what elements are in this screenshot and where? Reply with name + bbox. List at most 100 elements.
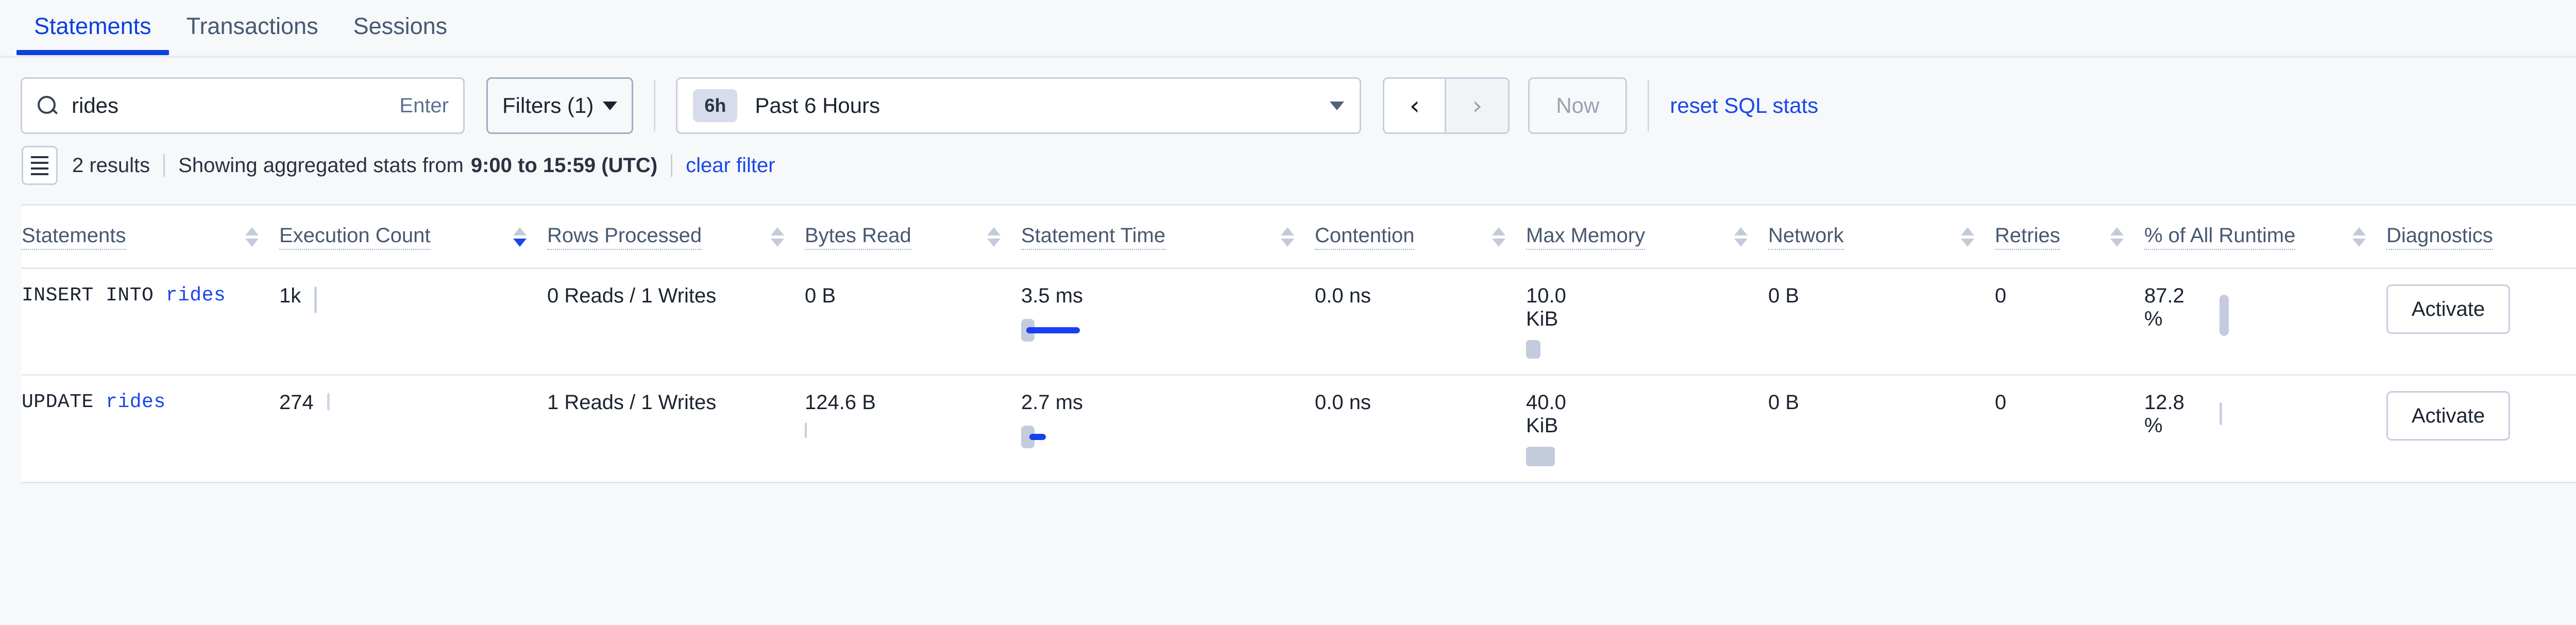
toolbar-divider-1 [654,80,656,131]
column-header-bytes-read: Bytes Read [805,206,1021,269]
cell-contention: 0.0 ns [1315,375,1526,483]
contention-value: 0.0 ns [1315,391,1371,414]
cell-bytes-read: 0 B [805,268,1021,376]
statement-time-value: 2.7 ms [1021,391,1083,414]
statement-keyword: UPDATE [22,391,94,413]
results-bar: 2 results Showing aggregated stats from … [0,135,2576,187]
chevron-down-icon [1330,101,1345,110]
sort-toggle-max-memory[interactable] [1734,227,1748,247]
column-header-contention-label[interactable]: Contention [1315,224,1415,250]
cell-max-memory: 10.0 KiB [1526,268,1768,376]
execution-count-value: 1k [279,284,301,307]
now-button-label: Now [1556,93,1600,117]
statement-time-bar [1021,426,1315,448]
sort-toggle-contention[interactable] [1492,227,1505,247]
statement-time-value: 3.5 ms [1021,284,1083,307]
column-selector-button[interactable] [22,146,58,185]
statement-time-bar-fill [1026,327,1080,333]
tab-sessions[interactable]: Sessions [336,0,465,38]
time-nav-group: ‹ › [1383,77,1510,134]
sort-toggle-bytes-read[interactable] [987,227,1001,247]
sort-toggle-rows-processed[interactable] [771,227,784,247]
list-icon-line [31,173,48,175]
table-row[interactable]: UPDATE rides 274 1 Reads / 1 Writes 124.… [22,375,2576,483]
tab-transactions[interactable]: Transactions [169,0,336,38]
sort-toggle-retries[interactable] [2110,227,2124,247]
now-button[interactable]: Now [1528,77,1628,134]
execution-count-bar [314,286,317,313]
tab-statements-label: Statements [34,13,151,39]
column-header-execution-count-label[interactable]: Execution Count [279,224,431,250]
column-header-pct-runtime-label[interactable]: % of All Runtime [2144,224,2296,250]
time-next-button[interactable]: › [1446,79,1509,132]
cell-execution-count: 1k [279,268,547,376]
clear-filter-link[interactable]: clear filter [686,154,775,177]
reset-sql-stats-label: reset SQL stats [1670,93,1819,117]
list-icon-line [31,156,48,158]
activate-diagnostics-button[interactable]: Activate [2386,284,2510,334]
max-memory-value: 10.0 KiB [1526,284,1566,330]
execution-count-value: 274 [279,391,314,414]
cell-retries: 0 [1995,375,2144,483]
cell-rows-processed: 0 Reads / 1 Writes [547,268,805,376]
column-header-retries-label[interactable]: Retries [1995,224,2060,250]
cell-diagnostics: Activate [2386,375,2576,483]
cell-contention: 0.0 ns [1315,268,1526,376]
column-header-diagnostics: Diagnostics [2386,206,2576,269]
results-divider-1 [163,154,165,177]
cell-pct-runtime: 87.2 % [2144,268,2386,376]
column-header-statement-time-label[interactable]: Statement Time [1021,224,1166,250]
time-range-picker[interactable]: 6h Past 6 Hours [676,77,1362,134]
statement-time-bar [1021,319,1315,342]
activate-diagnostics-button[interactable]: Activate [2386,391,2510,441]
sort-toggle-execution-count[interactable] [513,227,527,247]
column-header-bytes-read-label[interactable]: Bytes Read [805,224,911,250]
column-header-max-memory-label[interactable]: Max Memory [1526,224,1646,250]
chevron-left-icon: ‹ [1409,91,1420,121]
list-icon-line [31,167,48,170]
filters-button[interactable]: Filters (1) [486,77,634,134]
cell-network: 0 B [1768,375,1995,483]
sort-toggle-network[interactable] [1961,227,1974,247]
rows-processed-value: 1 Reads / 1 Writes [547,391,717,414]
column-header-statement-time: Statement Time [1021,206,1315,269]
max-memory-bar [1526,340,1540,359]
rows-processed-value: 0 Reads / 1 Writes [547,284,717,307]
column-header-statements-label[interactable]: Statements [22,224,126,250]
cell-max-memory: 40.0 KiB [1526,375,1768,483]
statements-table: Statements Execution Count Rows Processe… [22,204,2576,483]
network-value: 0 B [1768,284,1800,307]
sort-toggle-statement-time[interactable] [1281,227,1294,247]
column-header-diagnostics-label[interactable]: Diagnostics [2386,224,2493,250]
sort-toggle-statements[interactable] [245,227,259,247]
chevron-down-icon [603,101,618,110]
search-input[interactable]: rides Enter [21,77,465,134]
cell-bytes-read: 124.6 B [805,375,1021,483]
list-icon-line [31,161,48,164]
tab-statements[interactable]: Statements [16,0,169,55]
statement-time-bar-fill [1029,434,1046,440]
search-icon [37,95,58,116]
search-enter-hint: Enter [399,94,449,117]
sort-toggle-pct-runtime[interactable] [2352,227,2366,247]
cell-statement-time: 2.7 ms [1021,375,1315,483]
table-row[interactable]: INSERT INTO rides 1k 0 Reads / 1 Writes … [22,268,2576,376]
cell-network: 0 B [1768,268,1995,376]
time-prev-button[interactable]: ‹ [1384,79,1447,132]
chevron-right-icon: › [1472,91,1483,121]
reset-sql-stats-link[interactable]: reset SQL stats [1670,93,1818,118]
column-header-network: Network [1768,206,1995,269]
cell-rows-processed: 1 Reads / 1 Writes [547,375,805,483]
toolbar: rides Enter Filters (1) 6h Past 6 Hours … [0,58,2576,135]
column-header-rows-processed-label[interactable]: Rows Processed [547,224,702,250]
statement-table-link[interactable]: rides [165,284,226,307]
column-header-network-label[interactable]: Network [1768,224,1844,250]
toolbar-divider-2 [1648,80,1650,131]
table-header-row: Statements Execution Count Rows Processe… [22,206,2576,269]
statement-table-link[interactable]: rides [106,391,166,413]
contention-value: 0.0 ns [1315,284,1371,307]
tab-sessions-label: Sessions [353,13,448,39]
column-header-execution-count: Execution Count [279,206,547,269]
retries-value: 0 [1995,391,2007,414]
results-count: 2 results [72,154,150,177]
